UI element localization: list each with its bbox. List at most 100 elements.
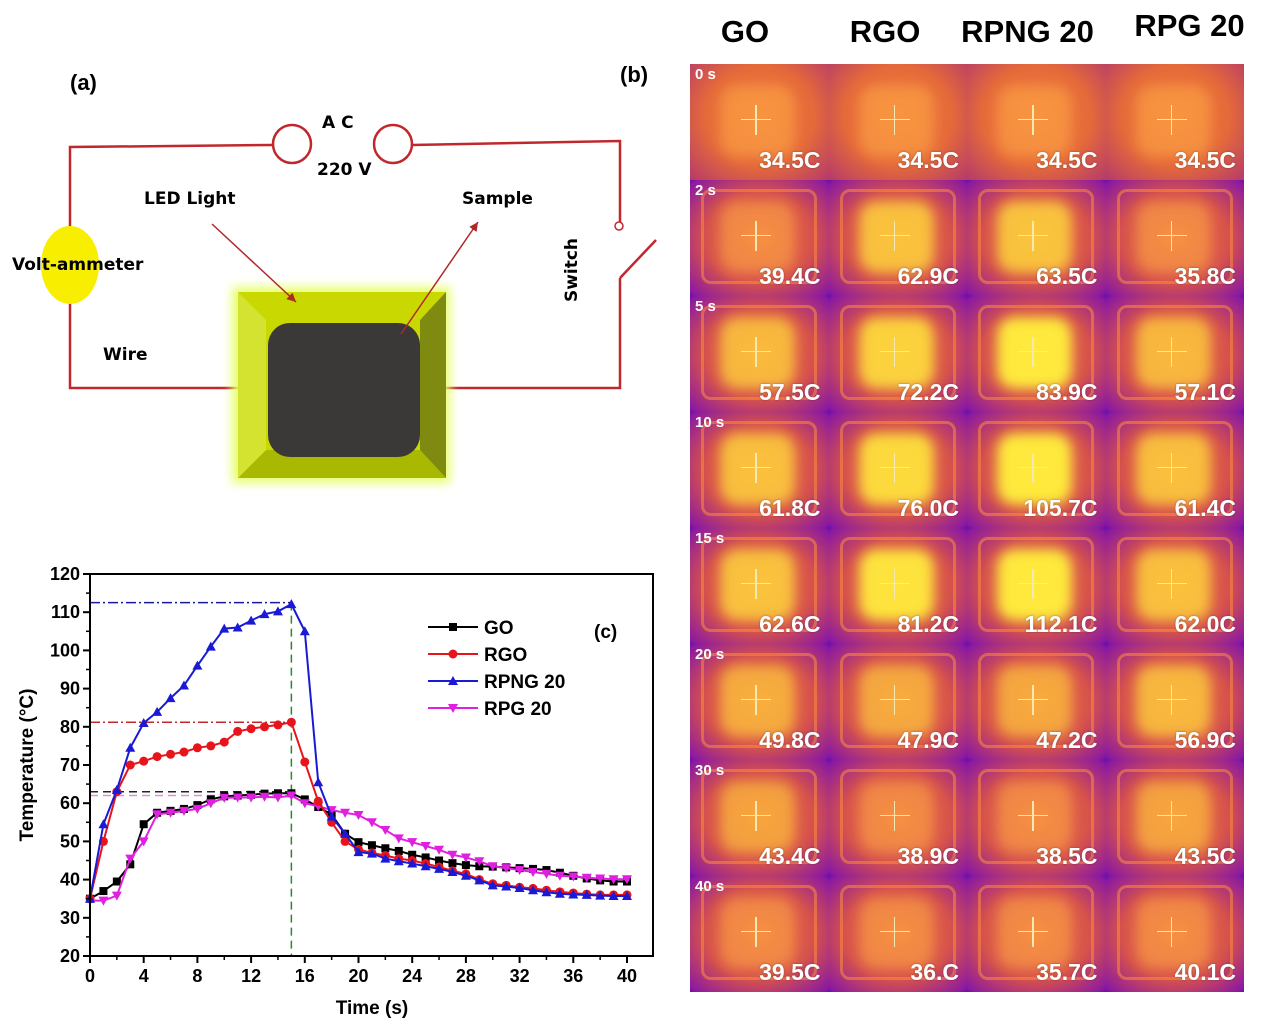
temperature-readout: 39.4C: [759, 263, 821, 289]
x-tick-label: 12: [241, 966, 261, 986]
x-tick-label: 0: [85, 966, 95, 986]
temperature-readout: 83.9C: [1036, 379, 1098, 405]
time-label: 0 s: [695, 66, 716, 83]
sample-holder-outline: [839, 421, 956, 517]
hot-spot: [720, 664, 796, 737]
crosshair-icon: [1018, 684, 1049, 715]
sample-holder-outline: [701, 189, 818, 285]
hot-spot: [997, 84, 1073, 157]
data-point-rpg20: [125, 854, 136, 864]
data-point-rgo: [313, 796, 323, 806]
thermal-cell-rgo-10s: 76.0C: [828, 412, 967, 528]
crosshair-icon: [1018, 452, 1049, 483]
x-tick-label: 8: [192, 966, 202, 986]
data-point-rpg20: [622, 875, 632, 885]
y-tick-label: 30: [60, 908, 80, 928]
y-tick-label: 110: [51, 602, 80, 622]
x-tick-label: 28: [456, 966, 476, 986]
legend-label: RGO: [484, 645, 527, 666]
temperature-readout: 34.5C: [897, 147, 959, 173]
sample-holder-outline: [839, 769, 956, 865]
data-point-rpg20: [205, 799, 216, 809]
temperature-readout: 57.1C: [1174, 379, 1236, 405]
hot-spot: [858, 432, 934, 505]
data-point-rpg20: [554, 871, 565, 881]
sample-holder-outline: [978, 885, 1095, 981]
plot-frame: [89, 573, 654, 957]
crosshair-icon: [1156, 916, 1187, 947]
hot-spot: [720, 548, 796, 621]
column-header-go: GO: [720, 14, 770, 49]
temperature-readout: 76.0C: [897, 495, 959, 521]
hot-spot: [1135, 780, 1211, 853]
temperature-readout: 34.5C: [1174, 147, 1236, 173]
temperature-readout: 49.8C: [759, 727, 821, 753]
y-tick-label: 120: [50, 564, 80, 584]
hot-spot: [1135, 84, 1211, 157]
data-point-rpng20: [595, 890, 606, 900]
data-point-rpng20: [474, 875, 485, 885]
hot-spot: [1135, 316, 1211, 389]
sample-holder-outline: [839, 189, 956, 285]
crosshair-icon: [879, 452, 910, 483]
temperature-readout: 43.5C: [1174, 843, 1236, 869]
crosshair-icon: [741, 916, 772, 947]
data-point-rpg20: [353, 811, 364, 821]
data-point-rpg20: [501, 864, 512, 874]
thermal-cell-go-0s: 0 s 34.5C: [690, 64, 829, 180]
data-point-rgo: [152, 752, 162, 762]
hot-spot: [997, 896, 1073, 969]
panel-b-label: (b): [620, 62, 649, 87]
data-point-rpng20: [192, 660, 203, 670]
sample-holder-outline: [1116, 885, 1233, 981]
y-tick-label: 40: [60, 870, 80, 890]
data-point-rpg20: [460, 853, 471, 863]
sample-holder-outline: [1116, 421, 1233, 517]
thermal-cell-go-2s: 2 s 39.4C: [690, 180, 829, 296]
temperature-readout: 112.1C: [1024, 611, 1098, 637]
ac-source-label: A C: [322, 113, 354, 133]
hot-spot: [1135, 432, 1211, 505]
sample-holder-outline: [839, 653, 956, 749]
time-label: 15 s: [695, 530, 725, 547]
data-point-rpg20: [192, 804, 203, 814]
data-point-rpng20: [138, 717, 149, 727]
x-axis-label: Time (s): [336, 998, 409, 1019]
ticks: 20 30 40 50 60 70 80 90 100 110 120 0 4 8 12 16 20 24 28 32…: [50, 564, 637, 986]
sample-holder-outline: [978, 189, 1095, 285]
crosshair-icon: [741, 684, 772, 715]
sample-holder-outline: [1116, 189, 1233, 285]
data-point-rpg20: [528, 867, 539, 877]
switch-contact-icon: [614, 221, 624, 231]
crosshair-icon: [741, 220, 772, 251]
thermal-cell-rgo-2s: 62.9C: [828, 180, 967, 296]
axes: [89, 573, 654, 957]
legend-marker-icon: [448, 676, 458, 685]
sample-pointer-arrow: [400, 221, 479, 335]
thermal-cell-rgo-30s: 38.9C: [828, 760, 967, 876]
thermal-cell-rpg20-30s: 43.5C: [1105, 760, 1244, 876]
hot-spot: [858, 780, 934, 853]
temperature-readout: 62.9C: [897, 263, 959, 289]
sample-holder-outline: [701, 885, 818, 981]
data-point-rpg20: [98, 896, 109, 906]
data-point-rpg20: [447, 850, 458, 860]
hot-spot: [720, 200, 796, 273]
sample-holder-outline: [701, 537, 818, 633]
temperature-readout: 61.8C: [759, 495, 821, 521]
temperature-readout: 43.4C: [759, 843, 821, 869]
data-point-rpg20: [366, 818, 377, 828]
thermal-cell-rpng20-40s: 35.7C: [967, 876, 1106, 992]
hot-spot: [997, 316, 1073, 389]
data-point-go: [448, 859, 457, 868]
time-label: 30 s: [695, 762, 725, 779]
x-tick-label: 16: [295, 966, 315, 986]
data-point-rgo: [340, 836, 350, 846]
data-point-go: [381, 844, 390, 853]
thermal-cell-go-5s: 5 s 57.5C: [690, 296, 829, 412]
thermal-cell-rpg20-0s: 34.5C: [1105, 64, 1244, 180]
thermal-cell-rpng20-2s: 63.5C: [967, 180, 1106, 296]
data-point-rpng20: [246, 615, 257, 625]
hot-spot: [997, 664, 1073, 737]
column-header-rpng20: RPNG 20: [961, 14, 1094, 49]
